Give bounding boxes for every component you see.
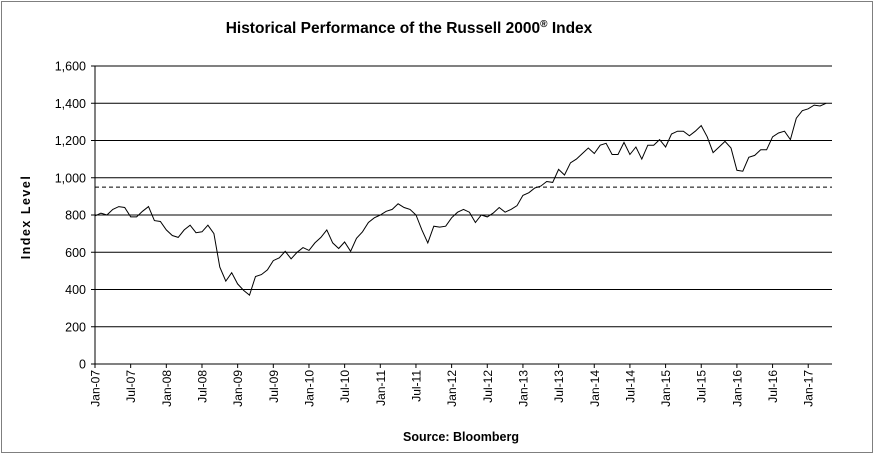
grid-lines [95, 65, 832, 328]
x-tick-label: Jul-07 [124, 370, 138, 403]
y-tick-label: 400 [65, 283, 86, 297]
x-tick-label: Jul-11 [409, 370, 423, 402]
chart-title-text: Historical Performance of the Russell 20… [225, 20, 541, 38]
x-tick-label: Jan-07 [89, 370, 103, 407]
x-tick-label: Jan-13 [516, 370, 530, 407]
y-tick-label: 600 [65, 246, 86, 260]
registered-mark: ® [540, 19, 548, 30]
x-tick-label: Jul-16 [766, 370, 780, 403]
y-axis-label: Index Level [19, 175, 33, 260]
y-tick-label: 1,400 [55, 97, 86, 111]
y-tick-label: 0 [79, 358, 86, 372]
x-tick-label: Jul-13 [552, 370, 566, 403]
x-tick-label: Jul-15 [695, 370, 709, 403]
x-tick-label: Jan-12 [445, 370, 459, 407]
x-tick-label: Jan-11 [374, 370, 388, 406]
series-line [94, 102, 827, 296]
x-tick-label: Jan-09 [231, 370, 245, 407]
x-tick-label: Jul-10 [338, 370, 352, 403]
x-axis-ticks: Jan-07 Jul-07 Jan-08 Jul-08 Jan-09 Jul-09 Jan-… [89, 364, 816, 407]
x-axis-label: Source: Bloomberg [403, 430, 519, 444]
y-axis-ticks: 0 200 400 600 800 1,000 1,200 1,400 1,600 [55, 60, 95, 372]
x-tick-label: Jan-15 [659, 370, 673, 407]
x-tick-label: Jan-10 [302, 370, 316, 407]
x-tick-label: Jan-16 [730, 370, 744, 407]
y-tick-label: 1,000 [55, 171, 86, 185]
x-tick-label: Jul-08 [195, 370, 209, 403]
y-tick-label: 1,600 [55, 60, 86, 74]
y-tick-label: 200 [65, 320, 86, 334]
chart-title: Historical Performance of the Russell 20… [0, 19, 818, 38]
x-tick-label: Jan-17 [802, 370, 816, 407]
x-tick-label: Jan-08 [160, 370, 174, 407]
chart-title-suffix: Index [551, 20, 593, 38]
x-tick-label: Jul-14 [623, 370, 637, 403]
x-tick-label: Jan-14 [588, 370, 602, 407]
x-tick-label: Jul-12 [481, 370, 495, 403]
y-tick-label: 800 [65, 209, 86, 223]
y-tick-label: 1,200 [55, 134, 86, 148]
x-tick-label: Jul-09 [267, 370, 281, 403]
